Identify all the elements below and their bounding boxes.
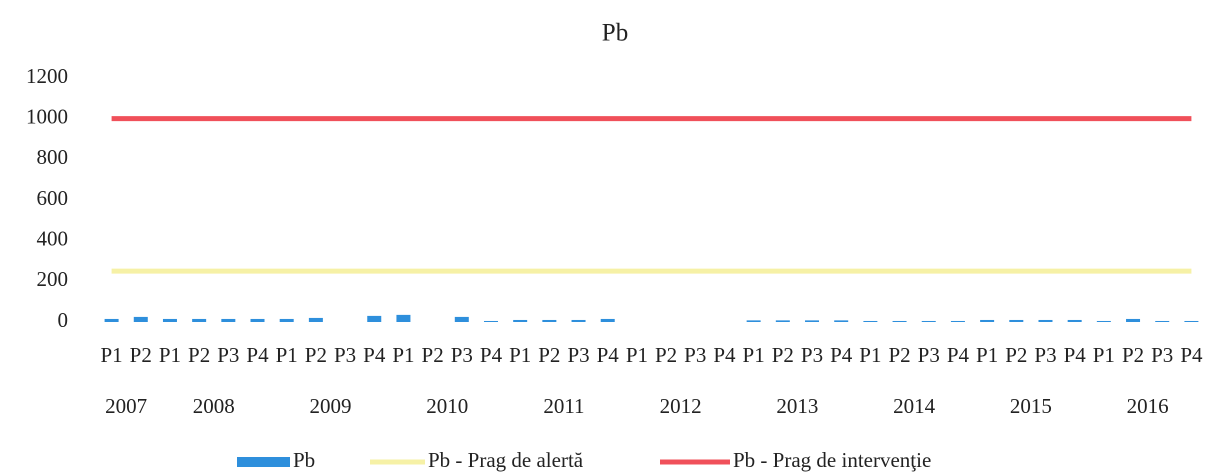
x-tick-label: P3 (918, 343, 940, 367)
bar (1067, 319, 1082, 322)
bar (805, 320, 820, 322)
bar (775, 320, 790, 322)
year-label: 2016 (1127, 394, 1169, 418)
x-tick-label: P4 (363, 343, 386, 367)
bar (104, 318, 119, 322)
x-tick-label: P1 (276, 343, 298, 367)
x-tick-label: P4 (1180, 343, 1203, 367)
y-tick-label: 400 (37, 226, 69, 250)
bar (921, 320, 936, 322)
bar (162, 318, 177, 322)
x-tick-label: P1 (1093, 343, 1115, 367)
bar (892, 320, 907, 322)
bar (980, 319, 995, 322)
bar (834, 320, 849, 322)
bar (746, 320, 761, 322)
bar (250, 318, 265, 322)
year-label: 2008 (193, 394, 235, 418)
x-tick-label: P2 (772, 343, 794, 367)
x-tick-label: P3 (1034, 343, 1056, 367)
bar (1155, 320, 1170, 322)
y-tick-label: 1000 (26, 104, 68, 128)
x-tick-label: P3 (567, 343, 589, 367)
bar (308, 317, 323, 322)
x-tick-label: P4 (480, 343, 503, 367)
bar (279, 318, 294, 322)
bar (571, 319, 586, 322)
bar (600, 318, 615, 322)
x-tick-label: P1 (100, 343, 122, 367)
bar (1038, 319, 1053, 322)
x-tick-label: P2 (538, 343, 560, 367)
year-label: 2012 (660, 394, 702, 418)
bar (367, 315, 382, 322)
x-tick-label: P2 (1122, 343, 1144, 367)
x-tick-label: P2 (305, 343, 327, 367)
x-tick-label: P4 (713, 343, 736, 367)
x-tick-label: P3 (1151, 343, 1173, 367)
x-tick-label: P1 (976, 343, 998, 367)
legend-label: Pb - Prag de alertă (428, 448, 584, 472)
bar (454, 316, 469, 322)
x-tick-label: P1 (509, 343, 531, 367)
x-tick-label: P2 (888, 343, 910, 367)
x-tick-label: P4 (246, 343, 269, 367)
year-label: 2009 (309, 394, 351, 418)
legend-swatch (237, 457, 290, 467)
x-tick-label: P1 (392, 343, 414, 367)
x-tick-label: P4 (597, 343, 620, 367)
x-tick-label: P3 (217, 343, 239, 367)
x-tick-label: P4 (1064, 343, 1087, 367)
x-tick-label: P1 (159, 343, 181, 367)
x-tick-label: P4 (830, 343, 853, 367)
bar (221, 318, 236, 322)
bar (513, 319, 528, 322)
bar (542, 319, 557, 322)
x-tick-label: P2 (188, 343, 210, 367)
x-tick-label: P3 (451, 343, 473, 367)
bar (950, 320, 965, 322)
bar (483, 320, 498, 322)
x-tick-label: P2 (422, 343, 444, 367)
bar (192, 318, 207, 322)
bar (1184, 320, 1199, 322)
x-tick-label: P2 (1005, 343, 1027, 367)
x-tick-label: P3 (801, 343, 823, 367)
year-label: 2013 (776, 394, 818, 418)
x-tick-label: P4 (947, 343, 970, 367)
legend-label: Pb - Prag de intervenţie (733, 448, 931, 472)
y-tick-label: 200 (37, 267, 69, 291)
y-tick-label: 0 (58, 308, 69, 332)
y-tick-label: 1200 (26, 64, 68, 88)
x-tick-label: P1 (743, 343, 765, 367)
chart-title: Pb (602, 20, 628, 47)
year-label: 2015 (1010, 394, 1052, 418)
bar (1126, 318, 1141, 322)
y-tick-label: 800 (37, 145, 69, 169)
x-tick-label: P1 (859, 343, 881, 367)
bar (133, 316, 148, 322)
bar (1096, 320, 1111, 322)
legend-label: Pb (293, 448, 315, 472)
x-tick-label: P3 (684, 343, 706, 367)
x-tick-label: P1 (626, 343, 648, 367)
year-label: 2011 (543, 394, 584, 418)
x-tick-label: P3 (334, 343, 356, 367)
year-label: 2014 (893, 394, 936, 418)
bar (863, 320, 878, 322)
year-label: 2010 (426, 394, 468, 418)
bar (396, 314, 411, 322)
x-tick-label: P2 (655, 343, 677, 367)
y-tick-label: 600 (37, 186, 69, 210)
bar (1009, 319, 1024, 322)
year-label: 2007 (105, 394, 147, 418)
x-tick-label: P2 (130, 343, 152, 367)
